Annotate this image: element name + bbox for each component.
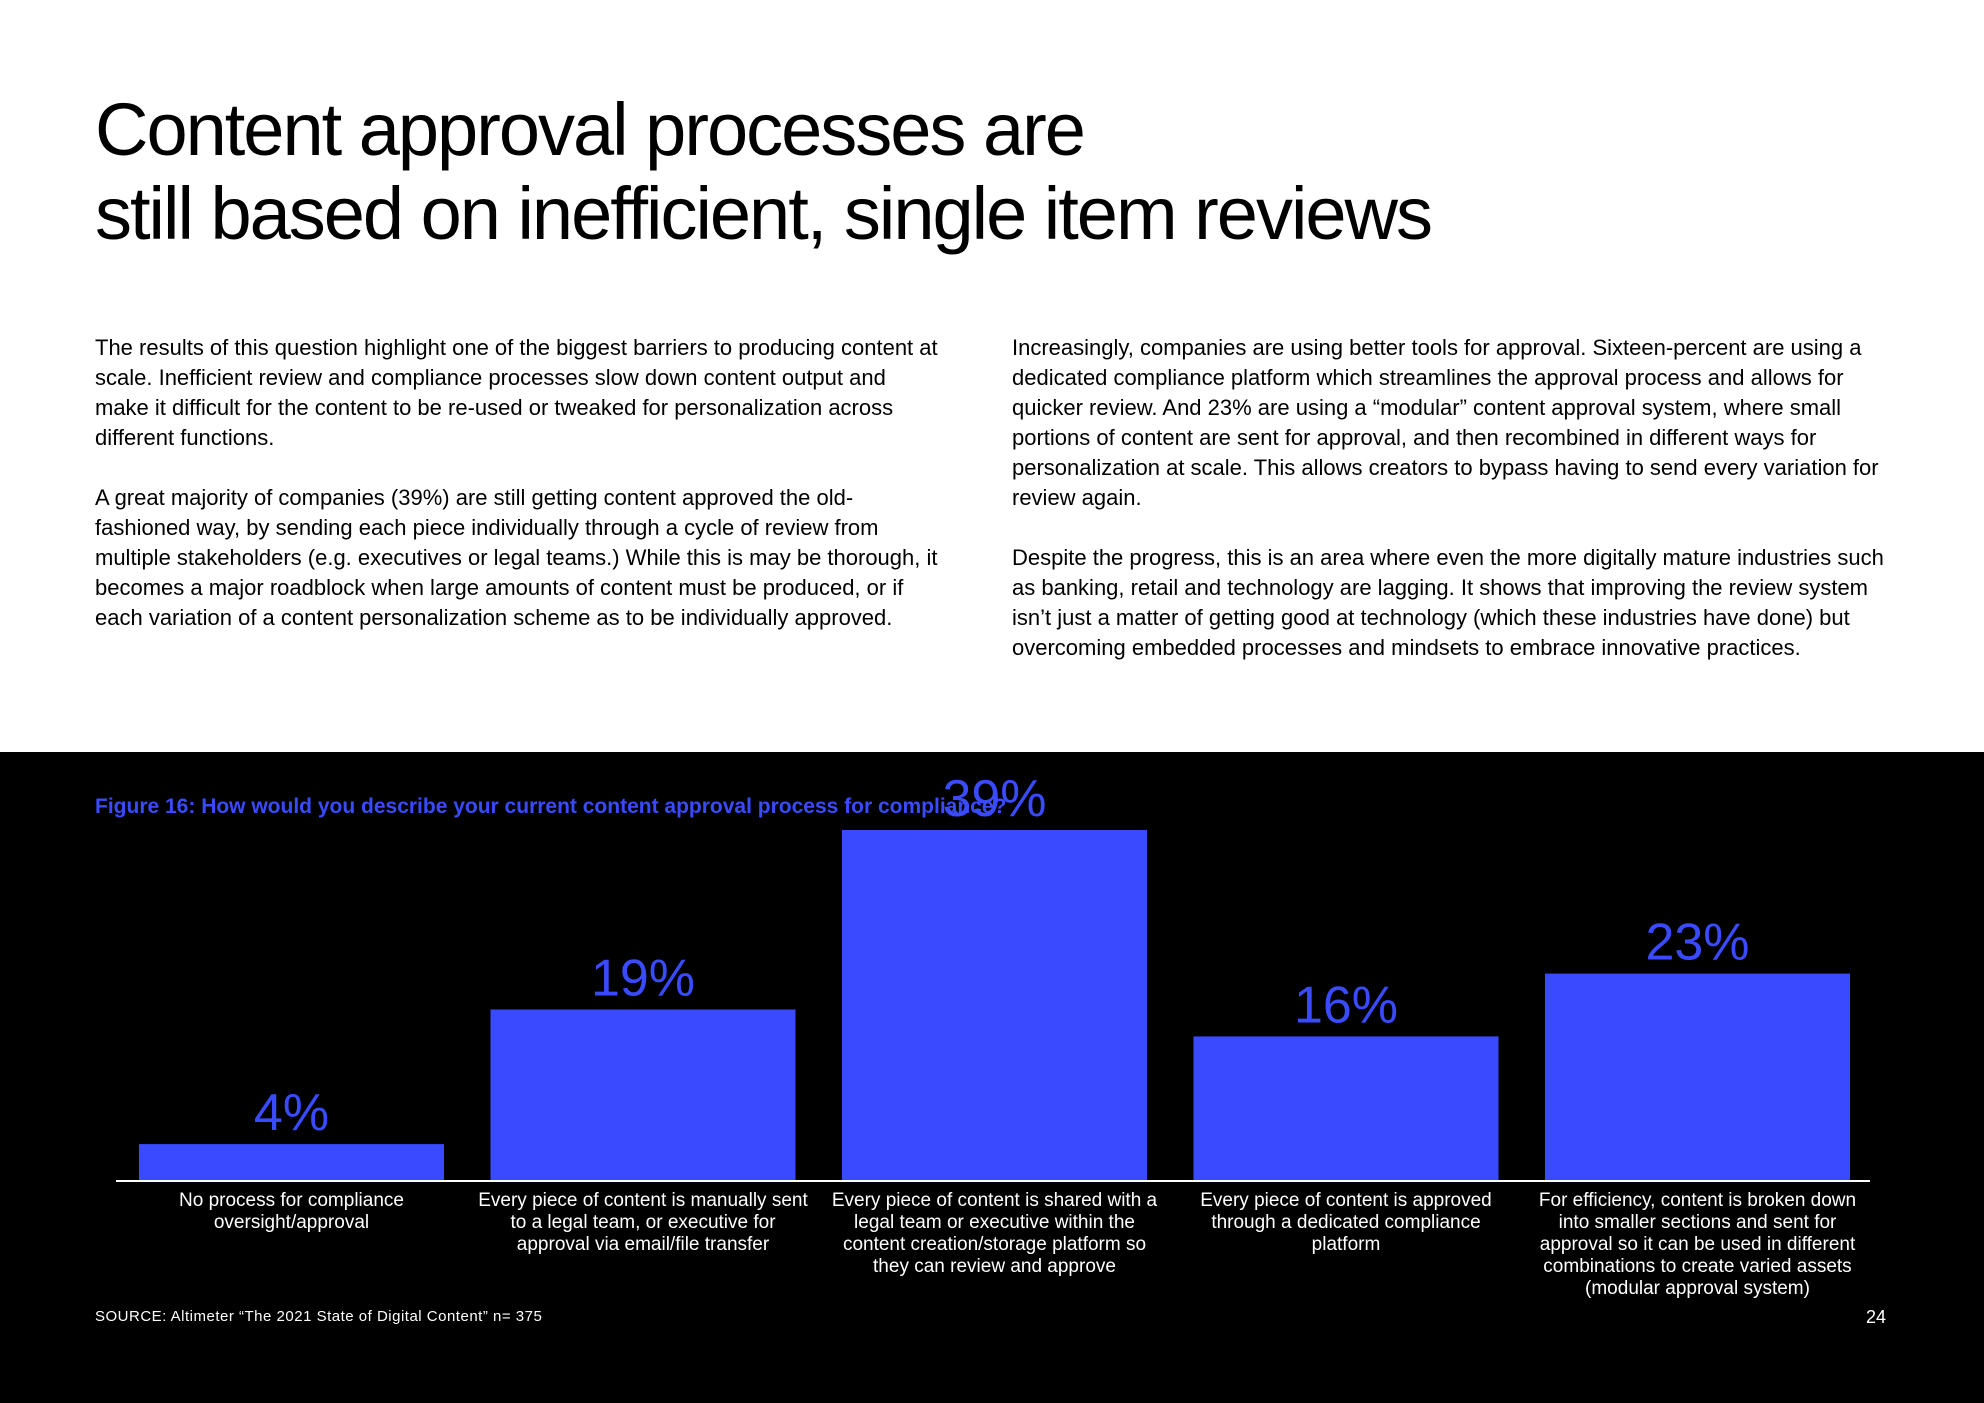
body-paragraph: A great majority of companies (39%) are … bbox=[95, 485, 938, 630]
category-label: For efficiency, content is broken down i… bbox=[1538, 1190, 1857, 1299]
title-line-2: still based on inefficient, single item … bbox=[95, 172, 1433, 255]
category-label: No process for compliance oversight/appr… bbox=[179, 1190, 404, 1233]
page-number: 24 bbox=[1866, 1307, 1887, 1327]
data-label: 39% bbox=[942, 770, 1046, 828]
data-label: 16% bbox=[1294, 976, 1398, 1034]
body-column-left: The results of this question highlight o… bbox=[95, 333, 945, 663]
page-title: Content approval processes are still bas… bbox=[95, 88, 1795, 256]
body-column-right: Increasingly, companies are using better… bbox=[1012, 333, 1887, 693]
category-label: Every piece of content is approved throu… bbox=[1200, 1190, 1492, 1255]
body-paragraph: Despite the progress, this is an area wh… bbox=[1012, 545, 1884, 660]
source-note: SOURCE: Altimeter “The 2021 State of Dig… bbox=[95, 1308, 543, 1325]
bar-chart: 4% 19% 39% 16% 23% bbox=[116, 770, 1870, 1182]
data-label: 4% bbox=[254, 1084, 329, 1142]
data-label: 23% bbox=[1645, 914, 1749, 972]
bar bbox=[1193, 1036, 1499, 1180]
figure-title: Figure 16: How would you describe your c… bbox=[95, 795, 1007, 818]
bar bbox=[1545, 973, 1850, 1180]
body-paragraph: The results of this question highlight o… bbox=[95, 335, 938, 450]
category-label: Every piece of content is manually sent … bbox=[478, 1190, 808, 1255]
body-paragraph: Increasingly, companies are using better… bbox=[1012, 335, 1879, 510]
category-label: Every piece of content is shared with a … bbox=[831, 1190, 1158, 1277]
bar bbox=[842, 830, 1147, 1180]
data-label: 19% bbox=[591, 949, 695, 1007]
title-line-1: Content approval processes are bbox=[95, 88, 1086, 171]
bar bbox=[139, 1144, 444, 1180]
bar bbox=[490, 1009, 796, 1180]
